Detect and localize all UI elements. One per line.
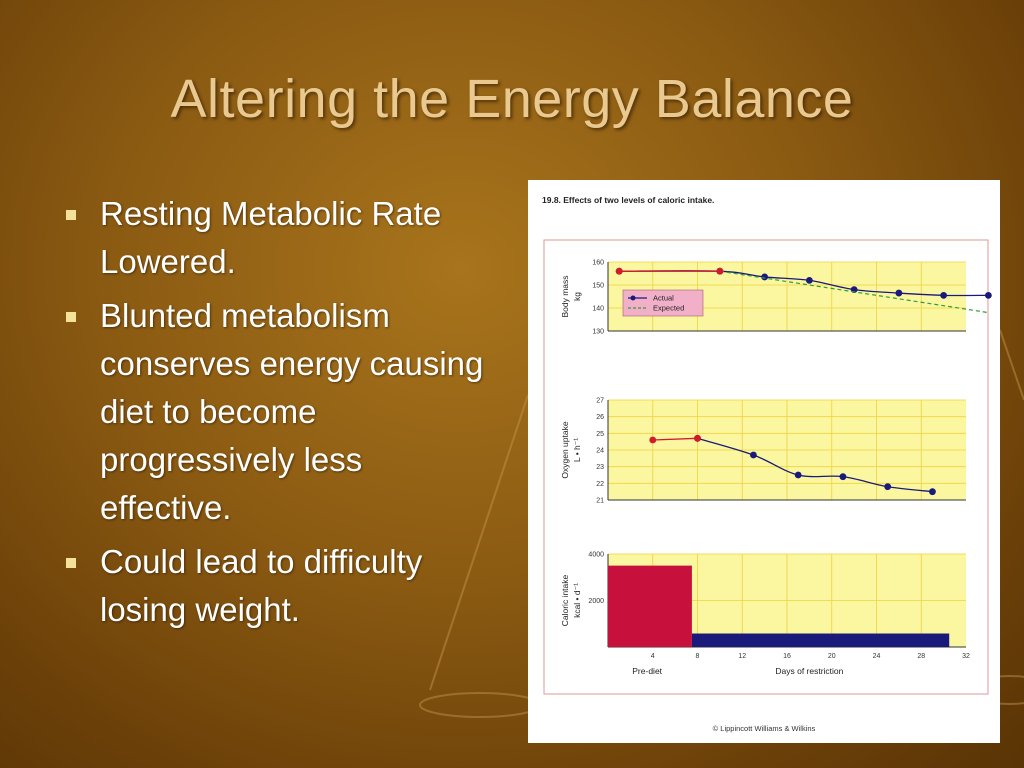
x-tick-label: 8 [696, 653, 700, 660]
x-tick-label: 4 [651, 653, 655, 660]
y-tick-label: 25 [596, 431, 604, 438]
legend-label: Expected [653, 304, 684, 313]
bar [608, 565, 692, 647]
legend-marker [630, 295, 636, 301]
y-tick-label: 150 [592, 283, 604, 290]
y-axis-label: Oxygen uptake [560, 421, 570, 478]
y-tick-label: 2000 [588, 598, 604, 605]
expected-line [719, 270, 989, 314]
y-tick-label: 21 [596, 498, 604, 505]
figure-caption: 19.8. Effects of two levels of caloric i… [542, 195, 714, 205]
y-tick-label: 24 [596, 448, 604, 455]
pre-diet-point [716, 267, 724, 275]
data-point [984, 291, 992, 299]
y-axis-unit: kcal • d⁻¹ [572, 583, 582, 618]
y-tick-label: 23 [596, 464, 604, 471]
data-point [805, 277, 813, 284]
y-tick-label: 140 [592, 306, 604, 313]
x-tick-label: 12 [738, 653, 746, 660]
legend-box [622, 289, 704, 317]
pre-diet-point [649, 436, 657, 444]
pre-diet-point [694, 434, 701, 442]
bullet-text: Could lead to difficulty losing weight. [100, 543, 423, 628]
figure-panel-frame [543, 239, 989, 695]
data-point [761, 273, 769, 281]
bullet-square-icon [66, 558, 76, 568]
data-point [794, 471, 802, 479]
y-tick-label: 22 [596, 481, 604, 488]
y-axis-label: Body mass [560, 275, 570, 317]
pre-diet-point [615, 267, 623, 275]
figure-charts: 19.8. Effects of two levels of caloric i… [542, 195, 992, 733]
y-tick-label: 26 [596, 414, 604, 421]
data-point [750, 451, 757, 459]
bar [691, 633, 950, 647]
x-tick-label: 20 [828, 653, 836, 660]
data-point [940, 291, 948, 299]
bullet-item: Could lead to difficulty losing weight. [62, 538, 502, 634]
slide-title: Altering the Energy Balance [170, 69, 854, 129]
y-tick-label: 4000 [588, 552, 604, 559]
data-point [884, 483, 892, 491]
y-tick-label: 130 [592, 329, 604, 336]
data-point [895, 289, 903, 297]
bullet-text: Blunted metabolism conserves energy caus… [100, 297, 484, 526]
y-tick-label: 27 [596, 398, 604, 405]
legend-label: Actual [653, 294, 674, 303]
bullet-item: Resting Metabolic Rate Lowered. [62, 190, 502, 286]
x-tick-label: 16 [783, 653, 791, 660]
data-point [839, 473, 847, 481]
data-point [929, 488, 936, 496]
y-tick-label: 160 [592, 260, 604, 267]
figure-panel: 19.8. Effects of two levels of caloric i… [528, 180, 1000, 743]
y-axis-label: Caloric intake [560, 574, 570, 626]
pre-diet-line [652, 437, 698, 441]
x-axis-label: Days of restriction [775, 666, 843, 676]
x-tick-label: 24 [873, 653, 881, 660]
x-tick-label: 32 [962, 653, 970, 660]
bullet-list: Resting Metabolic Rate Lowered. Blunted … [62, 190, 502, 640]
bullet-square-icon [66, 210, 76, 220]
bullet-item: Blunted metabolism conserves energy caus… [62, 292, 502, 532]
y-axis-unit: L • h⁻¹ [572, 438, 582, 462]
y-axis-unit: kg [572, 292, 582, 301]
x-axis-label-prediet: Pre-diet [632, 666, 662, 676]
figure-credit: © Lippincott Williams & Wilkins [713, 724, 816, 733]
x-tick-label: 28 [917, 653, 925, 660]
series-line [697, 437, 933, 493]
bullet-text: Resting Metabolic Rate Lowered. [100, 195, 442, 280]
bullet-square-icon [66, 312, 76, 322]
